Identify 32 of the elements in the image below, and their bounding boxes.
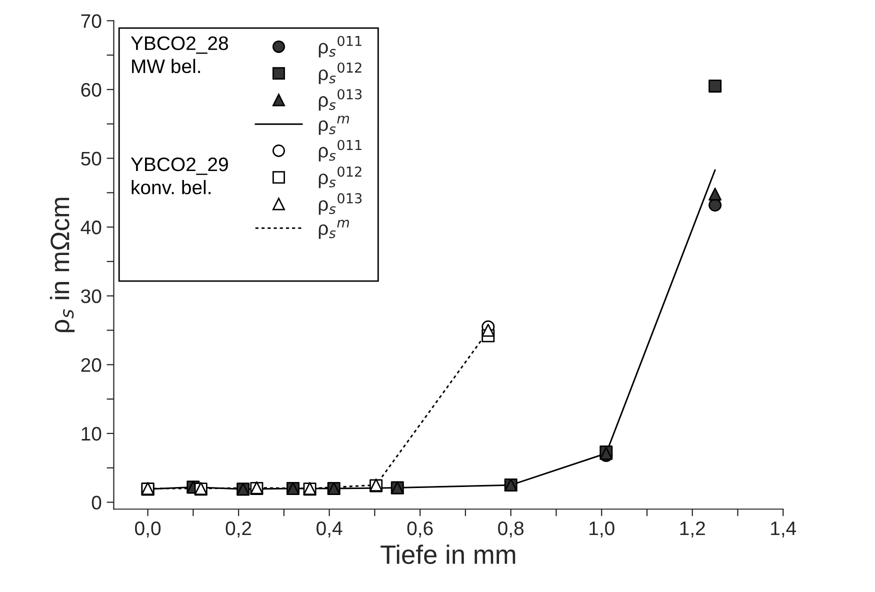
y-tick-label: 20 bbox=[81, 358, 102, 372]
legend-label: ρ$_{s}$$^{011}$ bbox=[318, 140, 362, 162]
y-tick-label: 40 bbox=[80, 220, 102, 234]
x-tick-label: 1,4 bbox=[771, 522, 796, 538]
y-tick-label: 30 bbox=[81, 289, 102, 304]
point bbox=[708, 198, 722, 212]
point bbox=[708, 80, 722, 93]
legend-label: ρ$_{s}$$^{m}$ bbox=[318, 116, 350, 135]
legend-label: ρ$_{s}$$^{011}$ bbox=[318, 36, 362, 58]
y-axis-title: ρ$_{s}$ in mΩcm bbox=[50, 198, 75, 332]
x-tick-label: 0,2 bbox=[226, 521, 252, 538]
x-tick-label: 0,8 bbox=[498, 521, 524, 538]
y-tick-label: 0 bbox=[92, 496, 102, 510]
point bbox=[708, 188, 722, 201]
y-tick-label: 70 bbox=[81, 14, 102, 28]
x-tick-label: 0,0 bbox=[135, 521, 161, 538]
x-tick-label: 1,2 bbox=[680, 521, 705, 538]
y-tick-label: 60 bbox=[81, 82, 102, 97]
legend-label: ρ$_{s}$$^{013}$ bbox=[318, 89, 362, 111]
annotation: YBCO2_29 konv. bel. bbox=[130, 157, 228, 194]
legend-label: ρ$_{s}$$^{m}$ bbox=[318, 220, 350, 239]
x-axis-title: Tiefe in mm bbox=[380, 544, 516, 564]
y-tick-label: 10 bbox=[82, 426, 102, 441]
legend-label: ρ$_{s}$$^{012}$ bbox=[318, 166, 362, 188]
annotation: YBCO2_28 MW bel. bbox=[130, 36, 228, 74]
y-tick-label: 50 bbox=[81, 152, 102, 166]
x-tick-label: 1,0 bbox=[590, 521, 614, 538]
x-tick-label: 0,4 bbox=[316, 521, 342, 538]
legend-label: ρ$_{s}$$^{013}$ bbox=[318, 193, 362, 215]
x-tick-label: 0,6 bbox=[407, 521, 433, 538]
point bbox=[482, 324, 495, 337]
legend-label: ρ$_{s}$$^{012}$ bbox=[318, 62, 362, 84]
